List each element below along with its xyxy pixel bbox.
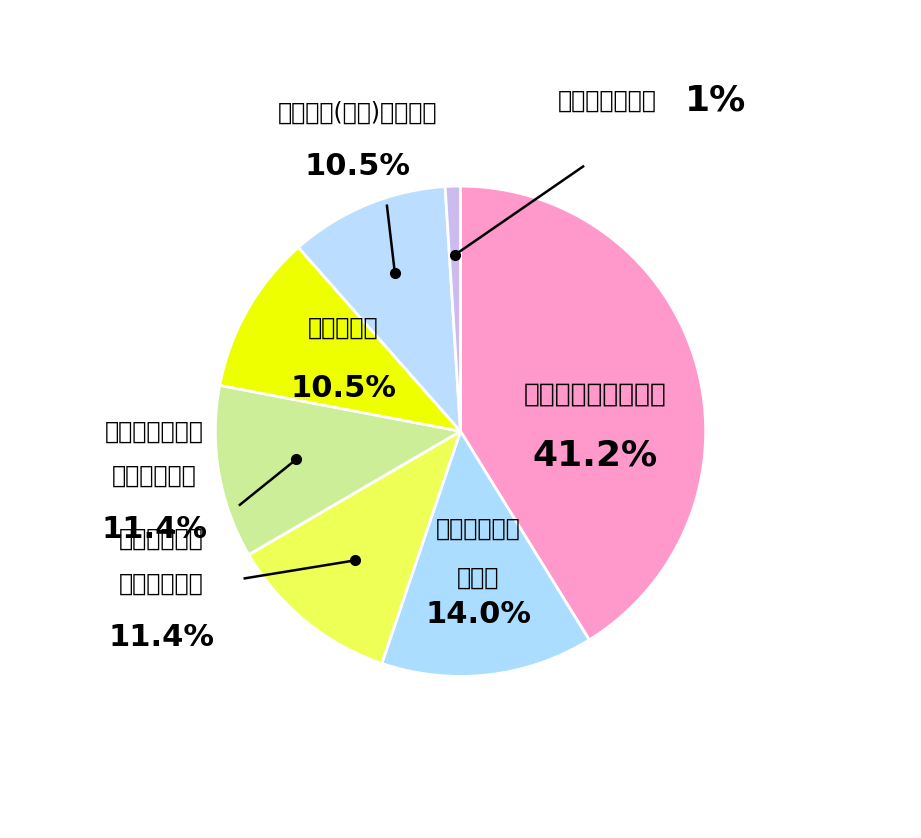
Text: 世界遺産巡りで: 世界遺産巡りで <box>105 419 204 443</box>
Text: 過ごす: 過ごす <box>458 566 500 589</box>
Wedge shape <box>249 432 460 664</box>
Wedge shape <box>445 186 460 432</box>
Wedge shape <box>382 432 589 676</box>
Text: 家でゆっくり: 家でゆっくり <box>437 516 521 541</box>
Text: 11.4%: 11.4% <box>109 623 215 652</box>
Wedge shape <box>216 385 460 555</box>
Wedge shape <box>220 247 460 432</box>
Text: 1%: 1% <box>685 83 746 117</box>
Text: リゾート地で: リゾート地で <box>119 527 204 551</box>
Wedge shape <box>460 186 705 640</box>
Text: キャンプ(自然)を楽しむ: キャンプ(自然)を楽しむ <box>278 101 437 125</box>
Text: 14.0%: 14.0% <box>426 600 531 628</box>
Wedge shape <box>298 187 460 432</box>
Text: 文化に触れる: 文化に触れる <box>111 463 196 488</box>
Text: 11.4%: 11.4% <box>101 515 207 544</box>
Text: 10.5%: 10.5% <box>290 375 396 403</box>
Text: 10.5%: 10.5% <box>305 152 411 181</box>
Text: 温泉で疲れを癒やす: 温泉で疲れを癒やす <box>524 381 667 407</box>
Text: 41.2%: 41.2% <box>532 439 658 473</box>
Text: リフレッシュ: リフレッシュ <box>119 572 204 595</box>
Text: グルメ三昧: グルメ三昧 <box>308 316 379 339</box>
Text: 大都会で買い物: 大都会で買い物 <box>558 88 657 112</box>
